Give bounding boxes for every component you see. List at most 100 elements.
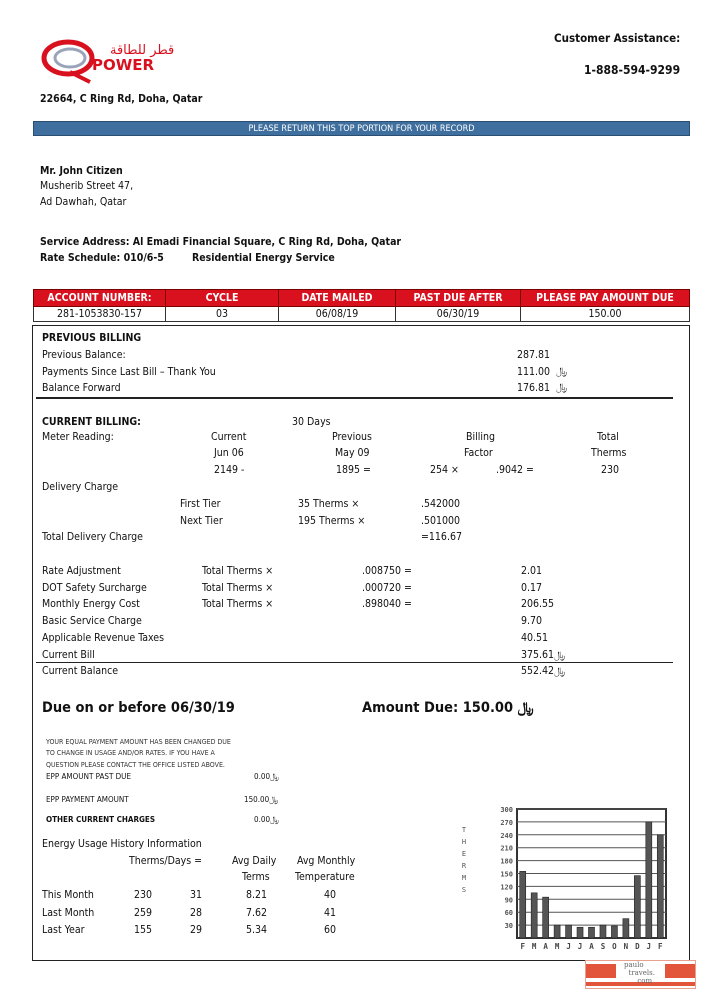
- epp-row-value: 150.00﷼: [244, 795, 279, 804]
- previous-billing-title: PREVIOUS BILLING: [42, 332, 142, 344]
- previous-row-value: 287.81: [517, 349, 551, 361]
- tier-rate: .542000: [421, 498, 461, 510]
- account-header-row: ACCOUNT NUMBER: CYCLE DATE MAILED PAST D…: [33, 289, 690, 307]
- charge-value: 206.55: [521, 598, 555, 611]
- charge-label: Monthly Energy Cost: [42, 598, 140, 611]
- epp-row-value: 0.00﷼: [254, 815, 279, 824]
- currency-symbol: ﷼: [556, 365, 568, 377]
- divider: [36, 662, 673, 663]
- svg-text:POWER: POWER: [92, 56, 155, 74]
- chart-bar: [599, 924, 607, 939]
- customer-address-line1: Musherib Street 47,: [40, 180, 134, 192]
- account-number: 281-1053830-157: [33, 306, 166, 322]
- y-tick-label: 270: [500, 819, 513, 827]
- x-tick-label: N: [624, 942, 629, 951]
- chart-bar: [542, 896, 549, 939]
- charge-value: 9.70: [521, 615, 543, 628]
- header-past-due-after: PAST DUE AFTER: [395, 289, 521, 307]
- epp-row-label: EPP AMOUNT PAST DUE: [46, 772, 131, 781]
- x-tick-label: O: [612, 942, 617, 951]
- chart-bar: [576, 926, 584, 939]
- charge-value: 375.61﷼: [521, 648, 566, 661]
- x-tick-label: M: [555, 942, 560, 951]
- history-header-therms-days: Therms/Days =: [129, 855, 203, 867]
- charge-basis: Total Therms ×: [202, 598, 274, 611]
- charge-label: DOT Safety Surcharge: [42, 581, 147, 594]
- col-current: Current: [211, 431, 247, 443]
- chart-bar: [611, 925, 618, 939]
- history-row-label: Last Month: [42, 906, 95, 919]
- chart-bar: [645, 821, 653, 939]
- previous-row-value: 176.81: [517, 382, 551, 394]
- x-tick-label: J: [566, 942, 571, 951]
- x-tick-label: J: [578, 942, 583, 951]
- billing-factor: .9042 =: [496, 464, 534, 476]
- customer-assistance-phone: 1-888-594-9299: [584, 63, 681, 77]
- tier-therms: 35 Therms ×: [298, 498, 360, 510]
- x-tick-label: M: [532, 942, 537, 951]
- customer-address-line2: Ad Dawhah, Qatar: [40, 196, 127, 208]
- charge-rate: .008750 =: [362, 565, 412, 577]
- tier-name: Next Tier: [180, 514, 223, 527]
- charge-label: Rate Adjustment: [42, 565, 121, 577]
- header-cycle: CYCLE: [165, 289, 279, 307]
- epp-row-label: OTHER CURRENT CHARGES: [46, 815, 156, 824]
- amount-due: 150.00: [520, 306, 690, 322]
- billing-days: 30 Days: [292, 416, 331, 428]
- divider: [36, 397, 673, 399]
- history-cell: 230: [134, 889, 153, 901]
- meter-reading-label: Meter Reading:: [42, 431, 114, 443]
- amount-due-large: Amount Due: 150.00 ﷼: [362, 700, 534, 716]
- charge-value: 2.01: [521, 565, 543, 577]
- history-header-avg-monthly: Avg Monthly: [297, 855, 356, 867]
- customer-name: Mr. John Citizen: [40, 165, 123, 177]
- previous-row-label: Payments Since Last Bill – Thank You: [42, 365, 216, 378]
- past-due-after: 06/30/19: [395, 306, 521, 322]
- history-header-terms: Terms: [242, 871, 270, 883]
- due-date: Due on or before 06/30/19: [42, 700, 235, 716]
- current-reading: 2149 -: [214, 464, 245, 476]
- total-delivery-label: Total Delivery Charge: [42, 531, 143, 543]
- tier-rate: .501000: [421, 514, 461, 527]
- account-summary-table: ACCOUNT NUMBER: CYCLE DATE MAILED PAST D…: [33, 289, 690, 322]
- tier-therms: 195 Therms ×: [298, 514, 366, 527]
- y-axis-label-letter: E: [462, 850, 466, 858]
- delivery-charge-label: Delivery Charge: [42, 481, 119, 493]
- previous-reading: 1895 =: [336, 464, 371, 476]
- charge-rate: .898040 =: [362, 598, 412, 611]
- chart-bar: [634, 875, 641, 939]
- chart-bar: [622, 918, 630, 939]
- epp-row-label: EPP PAYMENT AMOUNT: [46, 795, 129, 804]
- col-total: Total: [597, 431, 619, 443]
- history-row-label: Last Year: [42, 924, 85, 936]
- history-cell: 29: [190, 924, 203, 936]
- col-billing: Billing: [466, 431, 495, 443]
- y-tick-label: 300: [500, 806, 513, 814]
- x-tick-label: D: [635, 942, 640, 951]
- y-tick-label: 210: [500, 845, 513, 853]
- charge-label: Basic Service Charge: [42, 615, 142, 628]
- rate-schedule: Rate Schedule: 010/6-5: [40, 252, 164, 264]
- chart-bar: [588, 926, 595, 939]
- chart-bar: [565, 924, 572, 939]
- usage-difference: 254 ×: [430, 464, 459, 476]
- history-cell: 7.62: [246, 906, 268, 919]
- previous-row-label: Balance Forward: [42, 382, 121, 394]
- history-cell: 259: [134, 906, 153, 919]
- qpower-logo: قطر للطاقة POWER: [41, 39, 174, 84]
- history-cell: 40: [324, 889, 337, 901]
- current-balance-label: Current Balance: [42, 665, 119, 677]
- y-tick-label: 180: [500, 858, 513, 866]
- account-value-row: 281-1053830-157 03 06/08/19 06/30/19 150…: [33, 306, 690, 322]
- charge-label: Current Bill: [42, 648, 95, 661]
- epp-notice-line: TO CHANGE IN USAGE AND/OR RATES. IF YOU …: [46, 749, 215, 758]
- chart-bar: [656, 834, 664, 939]
- epp-notice-line: QUESTION PLEASE CONTACT THE OFFICE LISTE…: [46, 760, 225, 769]
- y-axis-label-letter: R: [462, 862, 467, 870]
- current-date: Jun 06: [214, 447, 244, 459]
- history-cell: 8.21: [246, 889, 268, 901]
- y-tick-label: 120: [500, 883, 513, 891]
- col-previous: Previous: [332, 431, 372, 443]
- history-header-temperature: Temperature: [295, 871, 355, 883]
- cycle: 03: [165, 306, 279, 322]
